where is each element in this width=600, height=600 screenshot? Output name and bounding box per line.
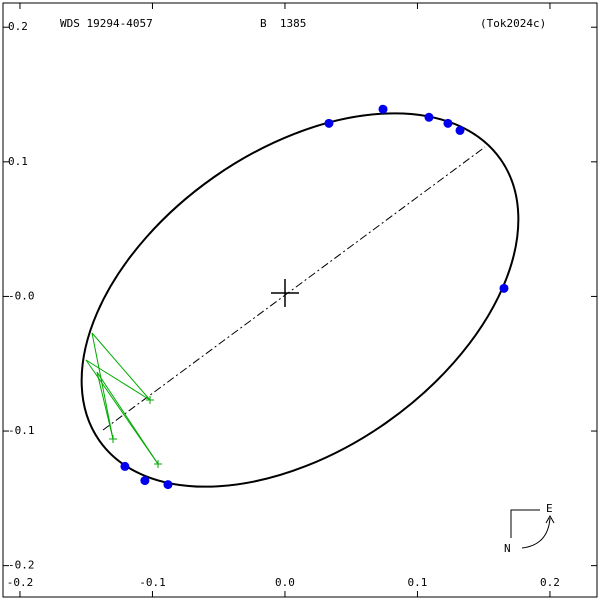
y-tick-label: -0.0 bbox=[8, 289, 35, 302]
data-point bbox=[120, 461, 130, 471]
subtitle: B 1385 bbox=[260, 17, 306, 30]
chart-title: WDS 19294-4057 bbox=[60, 17, 153, 30]
x-tick-label: 0.1 bbox=[408, 576, 428, 589]
data-point bbox=[443, 118, 453, 128]
x-tick-label: -0.2 bbox=[7, 576, 34, 589]
y-tick-label: -0.1 bbox=[8, 424, 35, 437]
data-point bbox=[163, 480, 173, 490]
y-tick-label: 0.1 bbox=[8, 155, 28, 168]
x-tick-label: 0.2 bbox=[540, 576, 560, 589]
compass bbox=[510, 509, 555, 549]
data-point bbox=[499, 283, 509, 293]
compass-east: E bbox=[546, 502, 553, 515]
data-point bbox=[455, 125, 465, 135]
data-point bbox=[424, 112, 434, 122]
compass-north: N bbox=[504, 542, 511, 555]
x-tick-label: 0.0 bbox=[275, 576, 295, 589]
orbit bbox=[80, 112, 520, 488]
primary-star bbox=[271, 279, 299, 307]
residuals bbox=[85, 332, 162, 468]
data-point bbox=[378, 104, 388, 114]
reference: (Tok2024c) bbox=[480, 17, 546, 30]
y-tick-label: 0.2 bbox=[8, 20, 28, 33]
y-tick-label: -0.2 bbox=[8, 559, 35, 572]
line-of-nodes bbox=[102, 146, 486, 431]
x-tick-label: -0.1 bbox=[139, 576, 166, 589]
data-point bbox=[140, 476, 150, 486]
data-point bbox=[324, 118, 334, 128]
